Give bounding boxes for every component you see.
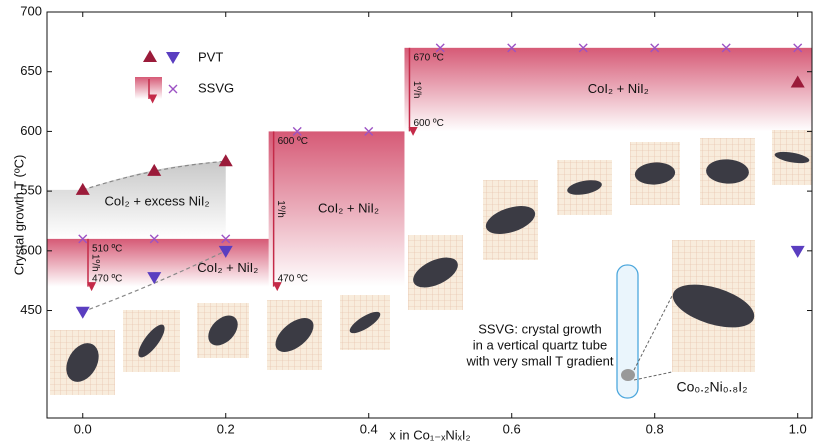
- data-point: [435, 43, 445, 53]
- region-label: CoI₂ + NiI₂: [588, 81, 649, 96]
- y-tick-label: 500: [20, 242, 42, 257]
- crystal: [774, 151, 810, 164]
- legend-label: PVT: [198, 49, 223, 64]
- data-point: [292, 126, 302, 136]
- tube-crystal: [621, 369, 635, 381]
- region-temp: 510 ºC: [92, 244, 122, 255]
- annotation: with very small T gradient: [466, 353, 614, 368]
- region-label: CoI₂ + NiI₂: [197, 260, 258, 275]
- region-rate: 1º/h: [275, 200, 286, 218]
- legend-marker: [168, 84, 178, 94]
- region-temp: 600 ºC: [278, 136, 308, 147]
- data-point: [218, 154, 233, 167]
- crystal: [275, 318, 314, 352]
- crystal: [349, 311, 381, 334]
- data-point: [364, 126, 374, 136]
- inset-label: Co₀.₂Ni₀.₈I₂: [676, 379, 747, 395]
- region-rate: 1º/h: [411, 81, 422, 99]
- data-point: [578, 43, 588, 53]
- x-tick-label: 1.0: [789, 421, 807, 436]
- crystal: [66, 343, 99, 382]
- x-tick-label: 0.8: [646, 421, 664, 436]
- data-point: [78, 234, 88, 244]
- x-tick-label: 0.2: [217, 421, 235, 436]
- data-point: [793, 43, 803, 53]
- inset-pointer: [633, 371, 673, 381]
- legend-marker: [166, 52, 180, 64]
- y-tick-label: 550: [20, 183, 42, 198]
- annotation: in a vertical quartz tube: [473, 337, 607, 352]
- y-tick-label: 600: [20, 123, 42, 138]
- x-tick-label: 0.6: [503, 421, 521, 436]
- region-temp: 600 ºC: [413, 118, 443, 129]
- annotation: SSVG: crystal growth: [478, 321, 602, 336]
- plot-frame: [46, 11, 813, 419]
- crystal: [485, 206, 536, 234]
- data-point: [75, 306, 90, 319]
- region-temp: 470 ºC: [278, 273, 308, 284]
- legend-marker: [143, 50, 157, 62]
- region-rate: 1º/h: [89, 254, 100, 272]
- y-tick-label: 450: [20, 302, 42, 317]
- crystal: [567, 180, 602, 195]
- region-temp: 470 ºC: [92, 273, 122, 284]
- data-point: [507, 43, 517, 53]
- region-label: CoI₂ + NiI₂: [318, 200, 379, 215]
- data-point: [721, 43, 731, 53]
- data-point: [221, 234, 231, 244]
- data-point: [790, 75, 805, 88]
- crystal: [672, 284, 755, 328]
- region-temp: 670 ºC: [413, 52, 443, 63]
- crystal: [706, 159, 749, 184]
- phase-label: CoI₂ + excess NiI₂: [104, 193, 209, 208]
- crystal: [138, 324, 165, 358]
- data-point: [650, 43, 660, 53]
- trend-line: [82, 250, 226, 313]
- data-point: [790, 245, 805, 258]
- photos: [50, 130, 812, 395]
- x-axis-label: x in Co₁₋ₓNiₓI₂: [389, 427, 470, 442]
- data-point: [147, 163, 162, 176]
- growth-region: [268, 131, 405, 287]
- x-tick-label: 0.0: [74, 421, 92, 436]
- quartz-tube: [616, 264, 639, 399]
- y-axis-label: Crystal growth T (ºC): [11, 155, 26, 276]
- y-tick-label: 650: [20, 63, 42, 78]
- phase-area: [47, 161, 226, 239]
- inset-pointer: [633, 295, 673, 371]
- x-tick-label: 0.4: [360, 421, 378, 436]
- data-point: [149, 234, 159, 244]
- data-point: [218, 245, 233, 258]
- y-tick-label: 700: [20, 3, 42, 18]
- data-point: [75, 182, 90, 195]
- crystal: [634, 162, 676, 185]
- data-point: [147, 272, 162, 285]
- crystal: [413, 257, 458, 288]
- growth-region: [404, 47, 812, 132]
- crystal: [208, 315, 238, 346]
- legend-label: SSVG: [198, 80, 234, 95]
